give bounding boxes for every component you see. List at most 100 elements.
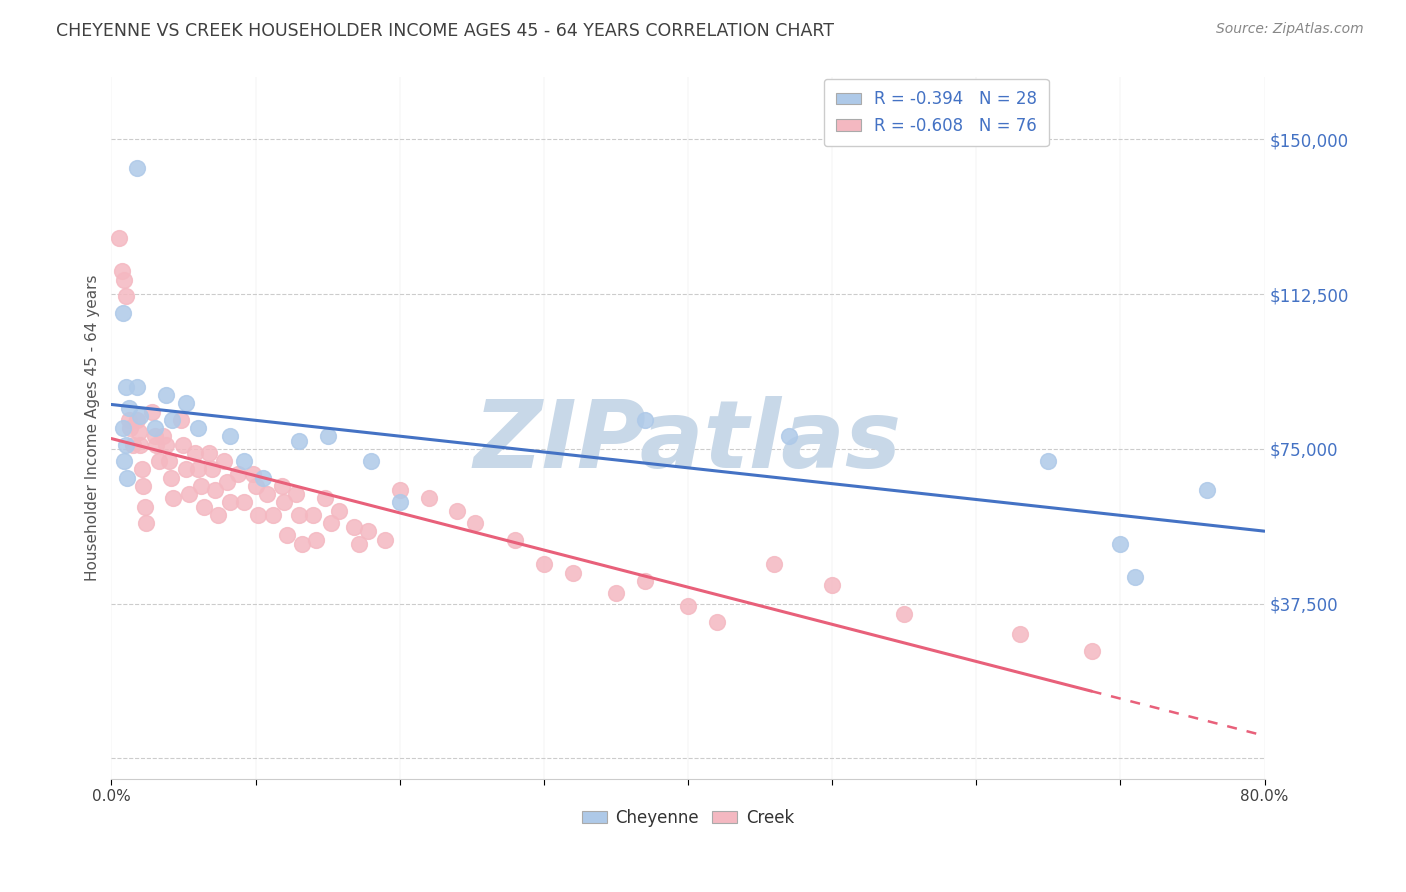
Point [706, 615, 728, 629]
Point [212, 454, 235, 468]
Point [193, 500, 215, 514]
Point [184, 446, 207, 460]
Point [129, 409, 152, 423]
Point [778, 429, 800, 443]
Point [111, 421, 134, 435]
Point [252, 471, 274, 485]
Point [190, 479, 212, 493]
Y-axis label: Householder Income Ages 45 - 64 years: Householder Income Ages 45 - 64 years [86, 275, 100, 582]
Point [288, 508, 311, 522]
Point [374, 533, 396, 547]
Point [533, 558, 555, 572]
Point [179, 487, 201, 501]
Point [242, 467, 264, 481]
Text: Source: ZipAtlas.com: Source: ZipAtlas.com [1216, 22, 1364, 37]
Point [118, 413, 141, 427]
Point [155, 388, 177, 402]
Point [676, 599, 699, 613]
Point [148, 454, 170, 468]
Point [262, 508, 284, 522]
Point [218, 495, 240, 509]
Point [446, 504, 468, 518]
Point [201, 462, 224, 476]
Point [226, 467, 249, 481]
Point [245, 479, 267, 493]
Point [157, 454, 180, 468]
Point [233, 495, 256, 509]
Point [360, 454, 382, 468]
Point [117, 471, 139, 485]
Point [328, 504, 350, 518]
Point [169, 413, 191, 427]
Point [605, 586, 627, 600]
Point [273, 495, 295, 509]
Point [207, 508, 229, 522]
Point [131, 462, 153, 476]
Point [152, 429, 174, 443]
Point [634, 574, 657, 588]
Point [127, 413, 149, 427]
Point [143, 421, 166, 435]
Point [342, 520, 364, 534]
Text: CHEYENNE VS CREEK HOUSEHOLDER INCOME AGES 45 - 64 YEARS CORRELATION CHART: CHEYENNE VS CREEK HOUSEHOLDER INCOME AGE… [56, 22, 834, 40]
Point [127, 380, 149, 394]
Point [218, 429, 240, 443]
Point [302, 508, 325, 522]
Point [176, 462, 198, 476]
Point [159, 471, 181, 485]
Point [128, 425, 150, 440]
Point [561, 566, 583, 580]
Point [112, 454, 135, 468]
Point [247, 508, 270, 522]
Point [1008, 627, 1031, 641]
Point [1080, 644, 1102, 658]
Text: ZIPatlas: ZIPatlas [474, 396, 903, 488]
Point [155, 438, 177, 452]
Point [129, 438, 152, 452]
Point [127, 161, 149, 176]
Point [145, 438, 167, 452]
Point [198, 446, 221, 460]
Point [284, 487, 307, 501]
Point [1038, 454, 1060, 468]
Point [187, 421, 209, 435]
Point [204, 483, 226, 497]
Point [107, 231, 129, 245]
Point [132, 479, 155, 493]
Point [111, 305, 134, 319]
Point [388, 483, 411, 497]
Point [173, 438, 195, 452]
Point [162, 491, 184, 506]
Point [270, 479, 292, 493]
Point [118, 401, 141, 415]
Point [388, 495, 411, 509]
Point [314, 491, 336, 506]
Point [122, 438, 145, 452]
Point [1109, 537, 1132, 551]
Point [187, 462, 209, 476]
Point [141, 405, 163, 419]
Point [112, 272, 135, 286]
Point [305, 533, 328, 547]
Point [110, 264, 132, 278]
Point [160, 413, 183, 427]
Point [276, 528, 298, 542]
Point [349, 537, 371, 551]
Point [821, 578, 844, 592]
Point [357, 524, 380, 539]
Point [233, 454, 256, 468]
Point [120, 421, 142, 435]
Point [503, 533, 526, 547]
Point [143, 429, 166, 443]
Point [634, 413, 657, 427]
Point [1195, 483, 1218, 497]
Point [319, 516, 342, 530]
Point [418, 491, 440, 506]
Legend: Cheyenne, Creek: Cheyenne, Creek [575, 803, 800, 834]
Point [215, 475, 238, 489]
Point [114, 380, 136, 394]
Point [114, 438, 136, 452]
Point [464, 516, 486, 530]
Point [291, 537, 314, 551]
Point [763, 558, 786, 572]
